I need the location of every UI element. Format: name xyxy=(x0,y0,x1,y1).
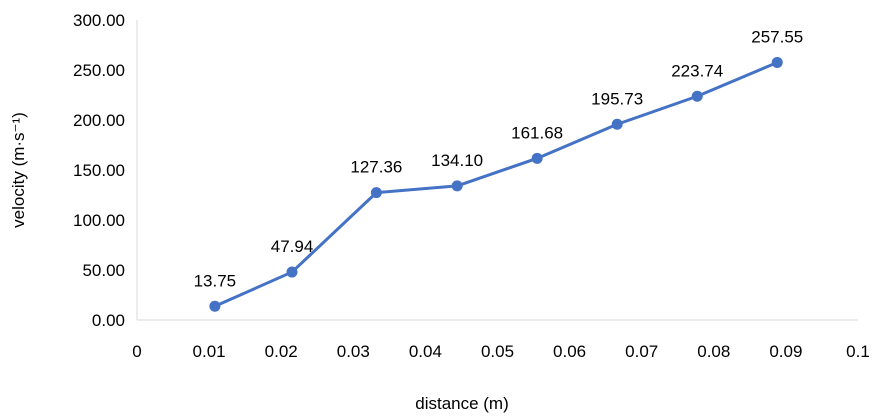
x-tick-label: 0.04 xyxy=(409,342,442,361)
data-label: 223.74 xyxy=(671,61,723,80)
y-tick-label: 50.00 xyxy=(82,261,125,280)
data-point xyxy=(370,187,382,199)
y-tick-label: 250.00 xyxy=(73,61,125,80)
data-label: 13.75 xyxy=(194,271,237,290)
data-label: 127.36 xyxy=(350,158,402,177)
data-point xyxy=(771,56,783,68)
data-point xyxy=(691,90,703,102)
data-point xyxy=(209,300,221,312)
series-group: 13.75 47.94 127.36 134.10 161.68 195.73 223.74… xyxy=(194,27,803,312)
x-tick-label: 0 xyxy=(132,342,141,361)
x-axis-title: distance (m) xyxy=(415,394,509,413)
axis-ticks: 0.00 50.00 100.00 150.00 200.00 250.00 300.00 0… xyxy=(73,11,870,361)
y-tick-label: 100.00 xyxy=(73,211,125,230)
data-label: 195.73 xyxy=(591,89,643,108)
x-tick-label: 0.07 xyxy=(625,342,658,361)
y-axis-title: velocity (m·s⁻¹) xyxy=(9,112,28,228)
x-tick-label: 0.03 xyxy=(337,342,370,361)
x-tick-label: 0.1 xyxy=(846,342,870,361)
series-line xyxy=(214,61,778,308)
x-tick-label: 0.05 xyxy=(481,342,514,361)
y-tick-label: 200.00 xyxy=(73,111,125,130)
x-tick-label: 0.02 xyxy=(265,342,298,361)
x-tick-label: 0.06 xyxy=(553,342,586,361)
x-tick-label: 0.08 xyxy=(697,342,730,361)
data-point xyxy=(611,118,623,130)
data-point xyxy=(286,266,298,278)
data-label: 47.94 xyxy=(271,237,314,256)
y-tick-label: 300.00 xyxy=(73,11,125,30)
data-point xyxy=(531,152,543,164)
data-label: 134.10 xyxy=(431,151,483,170)
data-label: 257.55 xyxy=(751,27,803,46)
x-tick-label: 0.01 xyxy=(193,342,226,361)
y-tick-label: 150.00 xyxy=(73,161,125,180)
x-tick-label: 0.09 xyxy=(769,342,802,361)
data-label: 161.68 xyxy=(511,123,563,142)
y-tick-label: 0.00 xyxy=(92,311,125,330)
data-point xyxy=(451,180,463,192)
